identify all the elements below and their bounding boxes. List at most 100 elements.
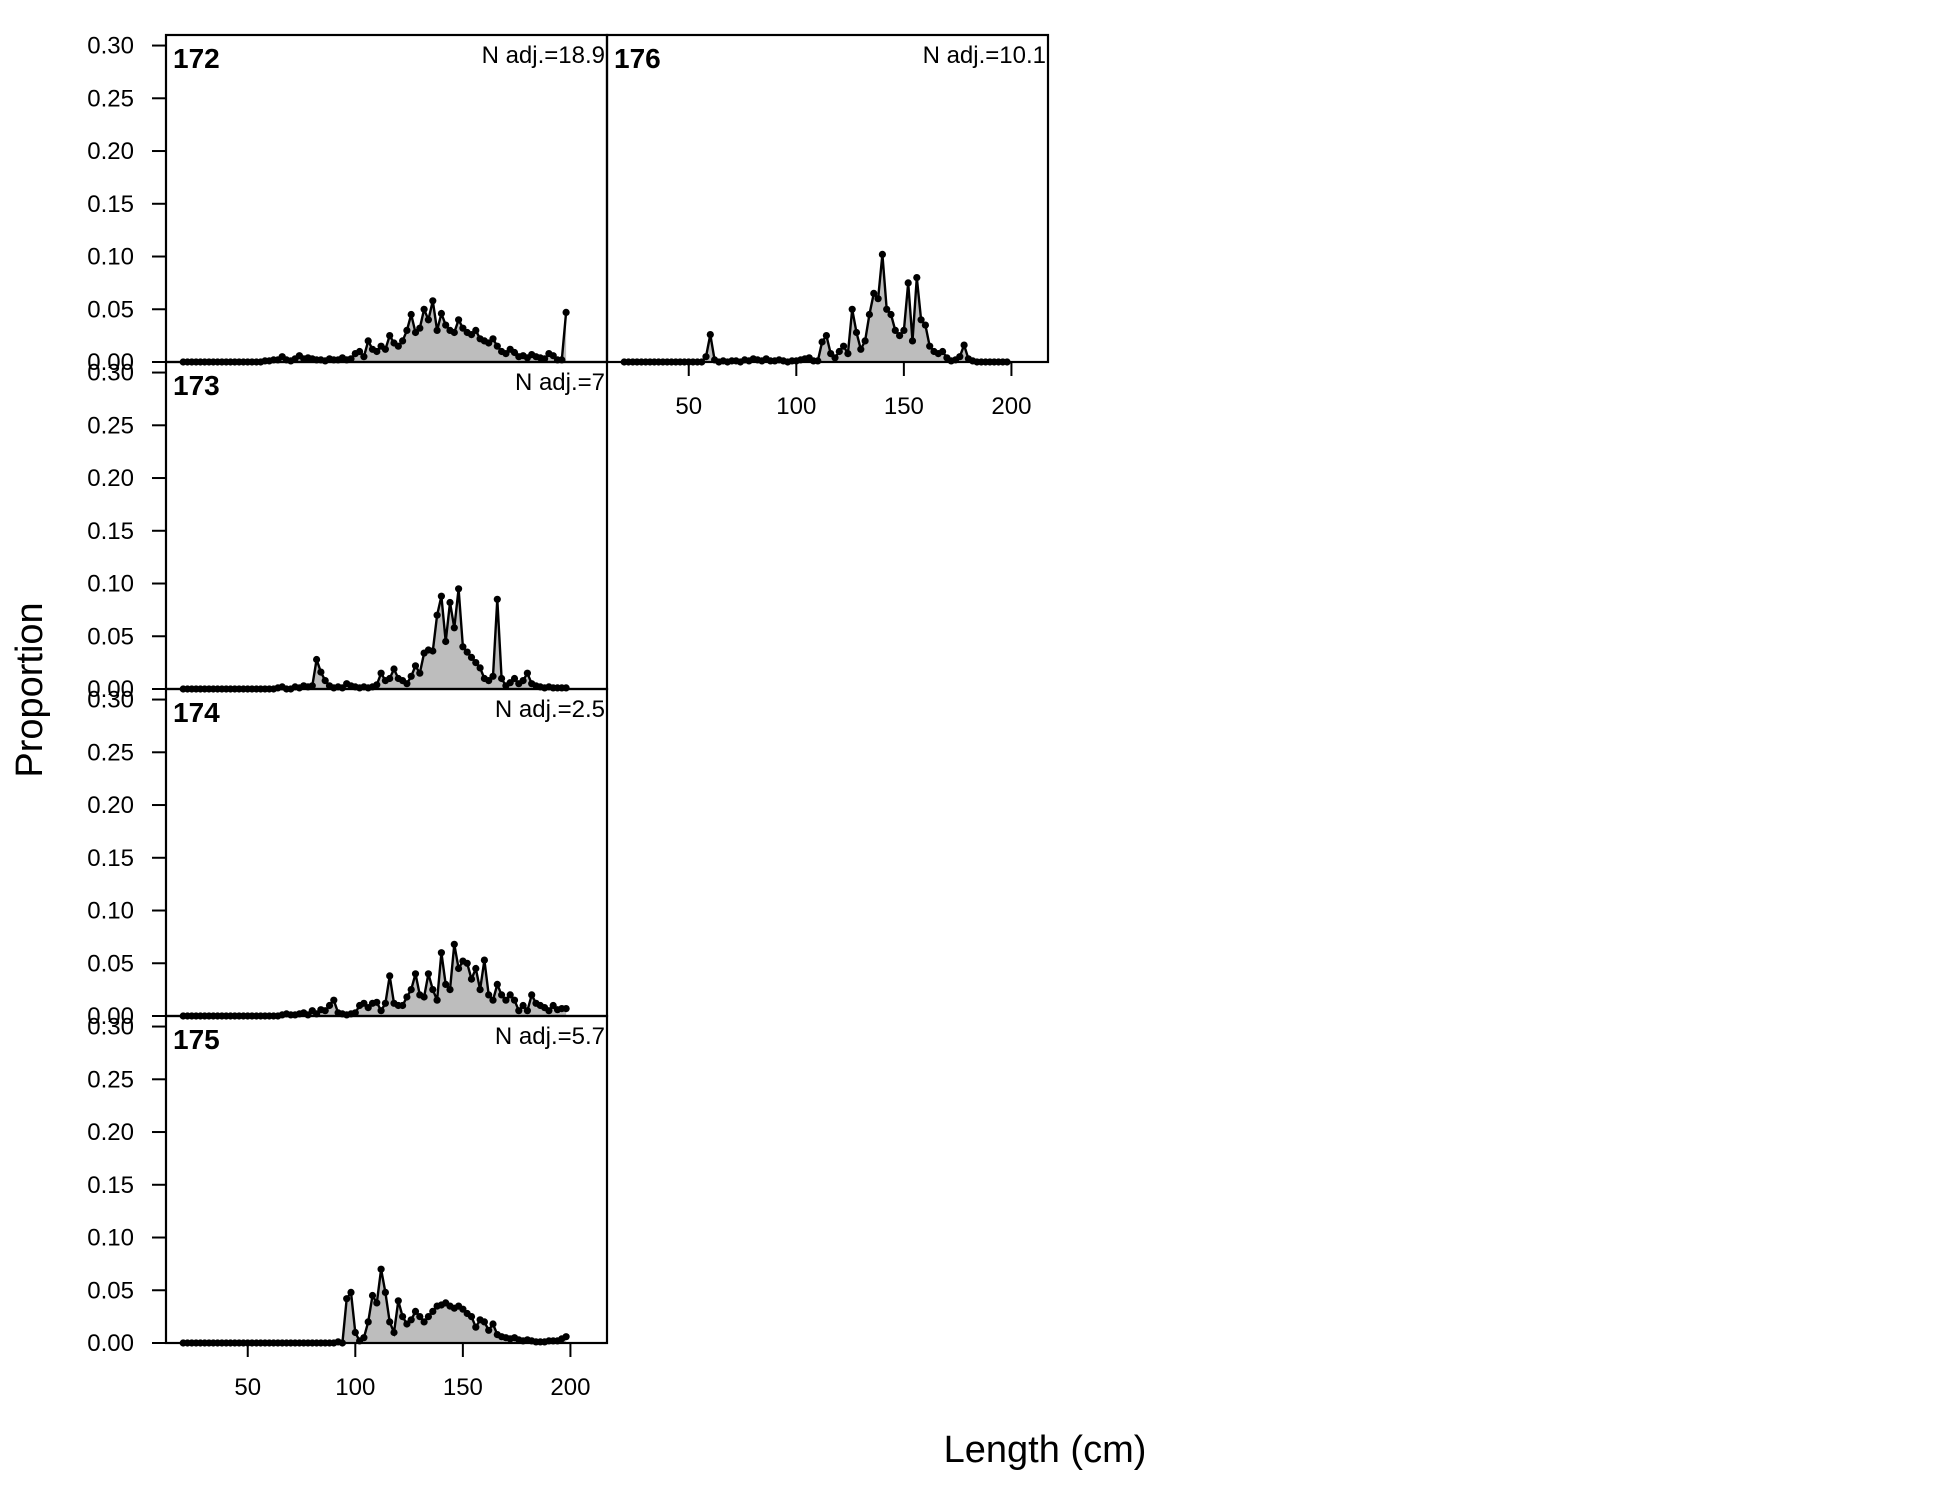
data-point bbox=[523, 1007, 532, 1015]
data-point bbox=[519, 677, 527, 685]
data-point bbox=[450, 328, 458, 337]
data-point bbox=[442, 637, 450, 646]
y-tick-label: 0.20 bbox=[87, 792, 134, 819]
data-point bbox=[325, 1001, 334, 1010]
data-point bbox=[424, 316, 432, 324]
data-point bbox=[485, 991, 493, 999]
n-adj-label: N adj.=5.7 bbox=[495, 1023, 605, 1050]
y-tick-label: 0.25 bbox=[87, 412, 134, 439]
data-point bbox=[472, 326, 480, 334]
x-tick-label: 150 bbox=[443, 1374, 483, 1401]
data-point bbox=[317, 668, 325, 676]
data-point bbox=[883, 305, 891, 313]
data-point bbox=[476, 986, 484, 994]
data-point bbox=[493, 595, 501, 603]
data-point bbox=[463, 959, 471, 967]
data-point bbox=[433, 611, 441, 619]
data-point bbox=[377, 1265, 385, 1273]
data-point bbox=[373, 347, 381, 356]
data-point bbox=[515, 1007, 523, 1015]
panel-frame bbox=[164, 33, 609, 364]
data-point bbox=[356, 347, 364, 356]
series-line bbox=[624, 254, 1008, 364]
data-point bbox=[472, 964, 480, 973]
data-point bbox=[900, 326, 908, 334]
data-point bbox=[455, 316, 463, 324]
x-tick-label: 150 bbox=[884, 393, 924, 420]
data-point bbox=[373, 998, 381, 1006]
data-point bbox=[844, 350, 852, 358]
panel-175: 175 N adj.=5.7 0.00 0.05 0.10 0.15 0.20 0.25 0.3… bbox=[87, 1014, 609, 1401]
data-point bbox=[878, 250, 887, 258]
data-point bbox=[835, 347, 843, 356]
data-point bbox=[399, 1001, 407, 1010]
data-point bbox=[364, 1318, 372, 1326]
data-point bbox=[381, 345, 389, 353]
panel-174: 174 N adj.=2.5 0.00 0.05 0.10 0.15 0.20 0.25 0.3… bbox=[87, 687, 609, 1030]
data-point bbox=[523, 669, 532, 677]
data-point bbox=[429, 1307, 437, 1315]
data-point bbox=[450, 624, 458, 632]
data-point bbox=[399, 1313, 407, 1321]
data-point bbox=[411, 662, 420, 670]
data-point bbox=[493, 980, 501, 989]
data-point bbox=[870, 289, 878, 297]
data-point bbox=[917, 316, 925, 324]
data-point bbox=[386, 674, 394, 683]
data-point bbox=[506, 991, 514, 999]
data-point bbox=[528, 991, 536, 999]
data-point bbox=[562, 308, 570, 316]
data-point bbox=[450, 940, 458, 948]
y-tick-label: 0.00 bbox=[87, 676, 134, 703]
x-tick-label: 200 bbox=[991, 393, 1031, 420]
data-point bbox=[960, 341, 968, 349]
data-point bbox=[420, 1318, 428, 1326]
n-adj-label: N adj.=10.1 bbox=[923, 42, 1046, 69]
data-point bbox=[416, 1313, 424, 1321]
data-point bbox=[429, 647, 437, 655]
data-point bbox=[407, 672, 415, 680]
data-point bbox=[706, 331, 714, 339]
data-point bbox=[818, 338, 826, 346]
data-point bbox=[386, 332, 394, 340]
data-point bbox=[377, 1007, 385, 1015]
data-point bbox=[360, 1334, 368, 1342]
data-point bbox=[956, 353, 964, 361]
series-line bbox=[183, 588, 567, 691]
y-tick-label: 0.30 bbox=[87, 33, 134, 60]
data-point bbox=[913, 274, 921, 282]
y-tick-label: 0.15 bbox=[87, 845, 134, 872]
panels-layer: 172 N adj.=18.9 0.00 0.05 0.10 0.15 0.20 0.25 0.… bbox=[87, 33, 1050, 1401]
data-point bbox=[360, 353, 368, 361]
data-point bbox=[433, 996, 441, 1004]
data-point bbox=[364, 337, 372, 345]
data-point bbox=[416, 669, 424, 677]
data-point bbox=[399, 337, 407, 345]
data-point bbox=[347, 355, 355, 363]
data-point bbox=[390, 665, 398, 673]
data-point bbox=[433, 326, 441, 334]
data-point bbox=[429, 297, 437, 305]
area-fill bbox=[183, 944, 567, 1016]
data-point bbox=[480, 956, 488, 964]
data-point bbox=[351, 1328, 359, 1337]
data-point bbox=[403, 680, 411, 688]
y-tick-label: 0.15 bbox=[87, 191, 134, 218]
y-tick-label: 0.30 bbox=[87, 1014, 134, 1041]
y-tick-label: 0.15 bbox=[87, 518, 134, 545]
data-point bbox=[476, 664, 484, 672]
y-tick-label: 0.00 bbox=[87, 1330, 134, 1357]
data-point bbox=[562, 1005, 570, 1013]
panel-id-label: 173 bbox=[173, 370, 220, 401]
data-point bbox=[467, 653, 476, 662]
x-tick-label: 200 bbox=[550, 1374, 590, 1401]
data-point bbox=[403, 993, 411, 1001]
data-point bbox=[321, 1007, 329, 1015]
area-fill bbox=[183, 1269, 567, 1343]
data-point bbox=[489, 335, 497, 343]
data-point bbox=[390, 1328, 398, 1337]
data-point bbox=[891, 326, 899, 334]
data-point bbox=[313, 655, 321, 664]
data-point bbox=[308, 682, 316, 690]
panel-frame bbox=[164, 687, 609, 1018]
